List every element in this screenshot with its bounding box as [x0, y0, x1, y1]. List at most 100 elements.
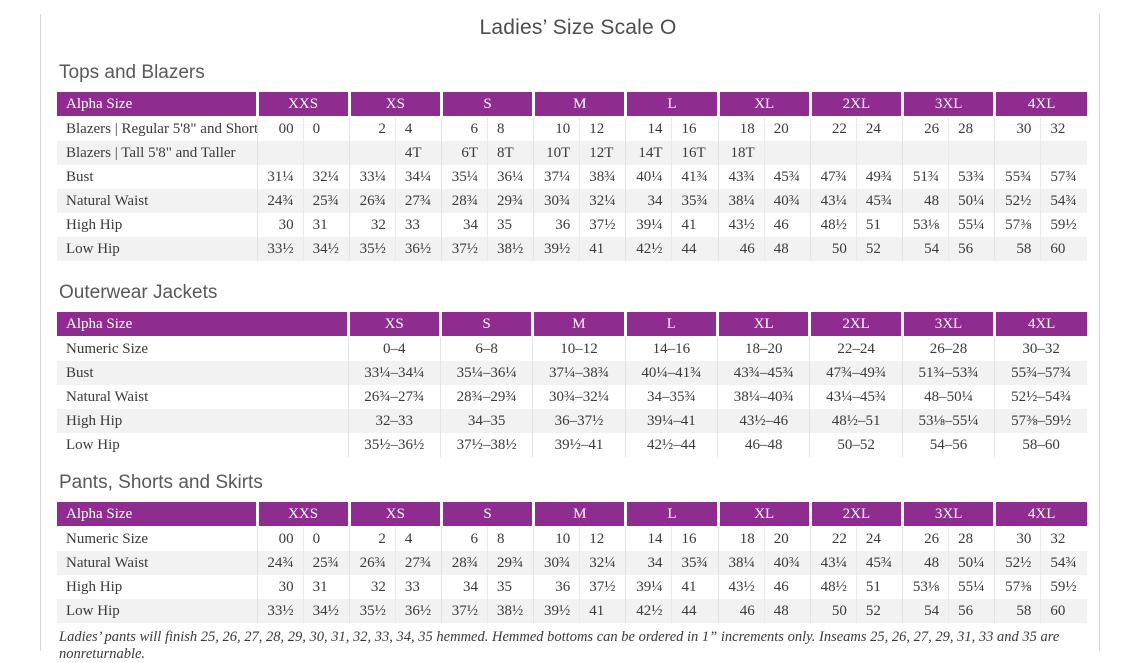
size-cell: 39¼ [625, 213, 672, 237]
size-cell: 33¼–34¼ [347, 361, 441, 385]
size-cell: 52 [855, 599, 903, 623]
size-cell: 26 [902, 526, 949, 551]
table-row: Numeric Size 00 0 2 4 6 8 10 12 14 16 18 20 22 24 26 28 3… [57, 526, 1087, 551]
table-row: Low Hip 33½ 34½ 35½ 36½ 37½ 38½ 39½ 41 42½ 44 46 48 5… [57, 599, 1087, 623]
size-cell: 33 [394, 575, 442, 599]
size-cell: 24¾ [256, 551, 304, 575]
size-cell: 34–35 [439, 409, 533, 433]
size-cell: 10 [533, 116, 580, 141]
size-cell: 34½ [302, 599, 350, 623]
size-cell: 27¾ [394, 189, 442, 213]
column-header-size-xl: XL [716, 502, 811, 527]
size-cell: 30–32 [994, 336, 1087, 361]
size-cell: 53⅛–55¼ [901, 409, 995, 433]
column-header-alpha-size: Alpha Size [57, 92, 257, 117]
row-label: Numeric Size [66, 530, 149, 547]
size-cell: 56 [948, 599, 995, 623]
table-row: Natural Waist 24¾ 25¾ 26¾ 27¾ 28¾ 29¾ 30¾ 32¼ 34 3… [57, 551, 1087, 575]
size-cell: 10T [533, 141, 580, 165]
size-cell: 39¼–41 [624, 409, 718, 433]
column-header-size-3xl: 3XL [901, 92, 995, 117]
size-cell: 22 [809, 116, 857, 141]
size-cell [348, 141, 396, 165]
size-cell: 29¾ [487, 189, 534, 213]
table-row: Bust 31¼ 32¼ 33¼ 34¼ 35¼ 36¼ 37¼ 38¾ 40¼ 41¾ 43¾ 45¾… [57, 165, 1087, 189]
row-label: Numeric Size [66, 340, 149, 357]
size-cell: 10–12 [532, 336, 626, 361]
size-cell: 57⅜ [994, 575, 1041, 599]
size-cell: 6 [440, 116, 488, 141]
size-cell: 37½ [579, 575, 626, 599]
size-cell: 28¾ [440, 189, 488, 213]
size-cell: 18 [717, 116, 765, 141]
row-label: Bust [57, 361, 348, 385]
column-header-alpha-size: Alpha Size [57, 312, 348, 337]
size-cell [994, 141, 1041, 165]
column-header-size-l: L [624, 502, 719, 527]
size-cell: 18T [717, 141, 765, 165]
size-cell: 58 [994, 599, 1041, 623]
table-row: High Hip 32–33 34–35 36–37½ 39¼–41 43½–46 48½–… [57, 409, 1087, 433]
table-header-row: Alpha Size XXS XS S M L XL 2XL 3XL 4XL [57, 92, 1087, 117]
row-label: Natural Waist [66, 388, 149, 405]
table-row: Natural Waist 24¾ 25¾ 26¾ 27¾ 28¾ 29¾ 30¾ 32¼ 34 3… [57, 189, 1087, 213]
table-header-row: Alpha Size XS S M L XL 2XL 3XL 4XL [57, 312, 1087, 337]
size-cell: 55¼ [948, 213, 995, 237]
size-cell: 52½ [994, 551, 1041, 575]
size-cell: 51 [855, 575, 903, 599]
tops-and-blazers-table: Alpha Size XXS XS S M L XL 2XL 3XL 4XL Blazers | R… [57, 92, 1087, 261]
size-cell: 34 [625, 551, 672, 575]
row-label: Low Hip [57, 237, 257, 261]
column-header-size-s: S [438, 312, 533, 337]
size-cell: 48 [763, 599, 811, 623]
size-cell: 56 [948, 237, 995, 261]
size-cell: 36–37½ [532, 409, 626, 433]
size-cell: 51¾–53¾ [901, 361, 995, 385]
size-cell: 41 [579, 237, 626, 261]
size-cell: 39½–41 [532, 433, 626, 457]
size-cell: 42½ [625, 237, 672, 261]
size-cell: 50–52 [809, 433, 903, 457]
size-cell: 44 [671, 599, 719, 623]
size-cell: 33 [394, 213, 442, 237]
size-cell: 35 [487, 575, 534, 599]
size-cell: 43¼–45¾ [809, 385, 903, 409]
size-cell: 34 [440, 213, 488, 237]
size-cell: 47¾ [809, 165, 857, 189]
size-cell: 12T [579, 141, 626, 165]
size-cell: 43½–46 [716, 409, 810, 433]
column-header-size-m: M [532, 502, 626, 527]
size-cell: 46 [763, 213, 811, 237]
size-cell: 20 [763, 526, 811, 551]
size-cell: 50¼ [948, 551, 995, 575]
table-row: Bust 33¼–34¼ 35¼–36¼ 37¼–38¾ 40¼–41¾ 43¾–45¾ 4… [57, 361, 1087, 385]
size-cell: 38¼ [717, 189, 765, 213]
size-cell: 40¾ [763, 551, 811, 575]
pants-shorts-skirts-table: Alpha Size XXS XS S M L XL 2XL 3XL 4XL Numeric Siz… [57, 502, 1087, 623]
row-label: Blazers | Regular 5'8" and Shorter [66, 120, 257, 137]
size-cell: 48 [902, 551, 949, 575]
row-label: Low Hip [66, 436, 120, 453]
size-cell: 43½ [717, 213, 765, 237]
row-label: Natural Waist [57, 189, 257, 213]
size-cell: 32 [348, 213, 396, 237]
size-cell: 0 [302, 116, 350, 141]
column-header-size-l: L [624, 92, 719, 117]
size-cell: 14 [625, 116, 672, 141]
size-cell: 40¾ [763, 189, 811, 213]
size-cell: 52½ [994, 189, 1041, 213]
size-cell [302, 141, 350, 165]
size-cell: 25¾ [302, 189, 350, 213]
row-label: High Hip [66, 216, 123, 233]
size-cell: 39½ [533, 237, 580, 261]
size-cell: 54 [902, 599, 949, 623]
size-cell: 32¼ [579, 551, 626, 575]
section-title-outerwear-jackets: Outerwear Jackets [59, 282, 218, 303]
row-label: High Hip [57, 409, 348, 433]
column-header-size-xs: XS [347, 92, 442, 117]
size-cell: 55¼ [948, 575, 995, 599]
page-title: Ladies’ Size Scale O [479, 16, 677, 39]
size-cell: 43½ [717, 575, 765, 599]
size-cell: 0–4 [347, 336, 441, 361]
size-cell: 4 [394, 526, 442, 551]
